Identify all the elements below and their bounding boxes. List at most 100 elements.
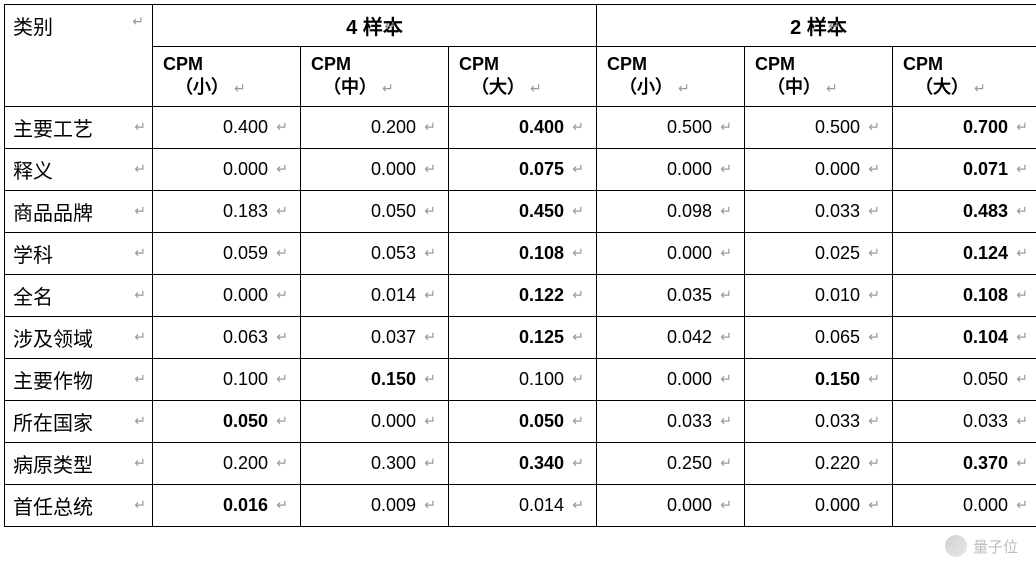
cell-value: 0.014	[371, 285, 416, 305]
group-header-4: 4 样本 ↵	[153, 5, 597, 47]
data-cell: 0.035↵	[597, 274, 745, 316]
data-cell: 0.100↵	[449, 358, 597, 400]
cell-value: 0.025	[815, 243, 860, 263]
return-icon: ↵	[868, 287, 880, 304]
return-icon: ↵	[276, 497, 288, 514]
cell-value: 0.000	[815, 159, 860, 179]
return-icon: ↵	[134, 455, 146, 472]
sub-header: CPM （中） ↵	[301, 47, 449, 107]
data-cell: 0.150 ↵	[301, 358, 449, 400]
return-icon: ↵	[234, 80, 246, 96]
data-cell: 0.000↵	[893, 484, 1036, 526]
cell-value: 0.050	[519, 411, 564, 431]
data-cell: 0.050↵	[449, 400, 597, 442]
return-icon: ↵	[424, 497, 436, 514]
cell-value: 0.010	[815, 285, 860, 305]
cell-value: 0.150	[371, 369, 416, 389]
return-icon: ↵	[276, 161, 288, 178]
return-icon: ↵	[424, 455, 436, 472]
data-cell: 0.009↵	[301, 484, 449, 526]
return-icon: ↵	[572, 245, 584, 262]
data-cell: 0.050↵	[893, 358, 1036, 400]
table-row: 全名↵0.000↵0.014↵0.122↵0.035↵0.010↵0.108↵	[5, 274, 1036, 316]
return-icon: ↵	[134, 245, 146, 262]
header-row-1: 类别 ↵ 4 样本 ↵ 2 样本 ↵	[5, 5, 1036, 47]
row-label: 主要工艺	[13, 119, 93, 141]
data-cell: 0.014↵	[301, 274, 449, 316]
return-icon: ↵	[572, 371, 584, 388]
return-icon: ↵	[276, 455, 288, 472]
data-cell: 0.220↵	[745, 442, 893, 484]
data-cell: 0.071↵	[893, 148, 1036, 190]
return-icon: ↵	[276, 329, 288, 346]
row-label-cell: 所在国家 ↵	[5, 400, 153, 442]
watermark-text: 量子位	[973, 536, 1018, 557]
cell-value: 0.075	[519, 159, 564, 179]
data-cell: 0.000↵	[597, 484, 745, 526]
data-cell: 0.700↵	[893, 106, 1036, 148]
data-cell: 0.108↵	[893, 274, 1036, 316]
return-icon: ↵	[678, 80, 690, 96]
cell-value: 0.122	[519, 285, 564, 305]
row-label: 病原类型	[13, 455, 93, 477]
cell-value: 0.035	[667, 285, 712, 305]
data-cell: 0.000↵	[597, 148, 745, 190]
data-cell: 0.063↵	[153, 316, 301, 358]
row-label: 所在国家	[13, 413, 93, 435]
return-icon: ↵	[134, 413, 146, 430]
cell-value: 0.050	[371, 201, 416, 221]
data-cell: 0.108↵	[449, 232, 597, 274]
table-row: 涉及领域↵0.063↵0.037↵0.125↵0.042↵0.065↵0.104…	[5, 316, 1036, 358]
cell-value: 0.000	[815, 495, 860, 515]
table-row: 首任总统↵0.016↵0.009↵0.014↵0.000↵0.000↵0.000…	[5, 484, 1036, 526]
cell-value: 0.037	[371, 327, 416, 347]
data-cell: 0.483↵	[893, 190, 1036, 232]
cell-value: 0.483	[963, 201, 1008, 221]
data-cell: 0.010 ↵	[745, 274, 893, 316]
data-cell: 0.033↵	[745, 190, 893, 232]
data-cell: 0.000↵	[153, 148, 301, 190]
return-icon: ↵	[868, 119, 880, 136]
group-header-2: 2 样本 ↵	[597, 5, 1036, 47]
cell-value: 0.042	[667, 327, 712, 347]
cell-value: 0.125	[519, 327, 564, 347]
data-cell: 0.200↵	[301, 106, 449, 148]
data-cell: 0.400 ↵	[153, 106, 301, 148]
table-body: 主要工艺↵0.400↵0.200↵0.400↵0.500↵0.500↵0.700…	[5, 106, 1036, 526]
row-label: 商品品牌	[13, 203, 93, 225]
header-row-2: CPM （小） ↵ CPM （中） ↵ CPM （大） ↵ CPM （小） ↵ …	[5, 47, 1036, 107]
return-icon: ↵	[424, 371, 436, 388]
return-icon: ↵	[868, 497, 880, 514]
table-row: 主要工艺↵0.400↵0.200↵0.400↵0.500↵0.500↵0.700…	[5, 106, 1036, 148]
data-cell: 0.100↵	[153, 358, 301, 400]
row-label: 释义	[13, 161, 53, 183]
cell-value: 0.124	[963, 243, 1008, 263]
cell-value: 0.200	[371, 117, 416, 137]
data-cell: 0.370↵	[893, 442, 1036, 484]
data-cell: 0.053↵	[301, 232, 449, 274]
cell-value: 0.108	[963, 285, 1008, 305]
data-cell: 0.042↵	[597, 316, 745, 358]
data-cell: 0.075↵	[449, 148, 597, 190]
sub-line1: CPM	[311, 53, 438, 76]
table-row: 学科↵0.059↵0.053↵0.108↵0.000↵0.025↵0.124↵	[5, 232, 1036, 274]
data-cell: 0.150↵	[745, 358, 893, 400]
cell-value: 0.065	[815, 327, 860, 347]
return-icon: ↵	[424, 413, 436, 430]
row-label-cell: 主要工艺↵	[5, 106, 153, 148]
return-icon: ↵	[134, 329, 146, 346]
return-icon: ↵	[974, 80, 986, 96]
return-icon: ↵	[276, 119, 288, 136]
return-icon: ↵	[134, 287, 146, 304]
data-cell: 0.033↵	[597, 400, 745, 442]
data-cell: 0.033↵	[745, 400, 893, 442]
cell-value: 0.033	[963, 411, 1008, 431]
cell-value: 0.400	[223, 117, 268, 137]
data-cell: 0.250↵	[597, 442, 745, 484]
return-icon: ↵	[530, 80, 542, 96]
return-icon: ↵	[132, 13, 144, 30]
return-icon: ↵	[134, 497, 146, 514]
data-table: 类别 ↵ 4 样本 ↵ 2 样本 ↵ CPM （小） ↵ CPM （中） ↵ C	[4, 4, 1036, 527]
sub-line1: CPM	[459, 53, 586, 76]
cell-value: 0.033	[667, 411, 712, 431]
